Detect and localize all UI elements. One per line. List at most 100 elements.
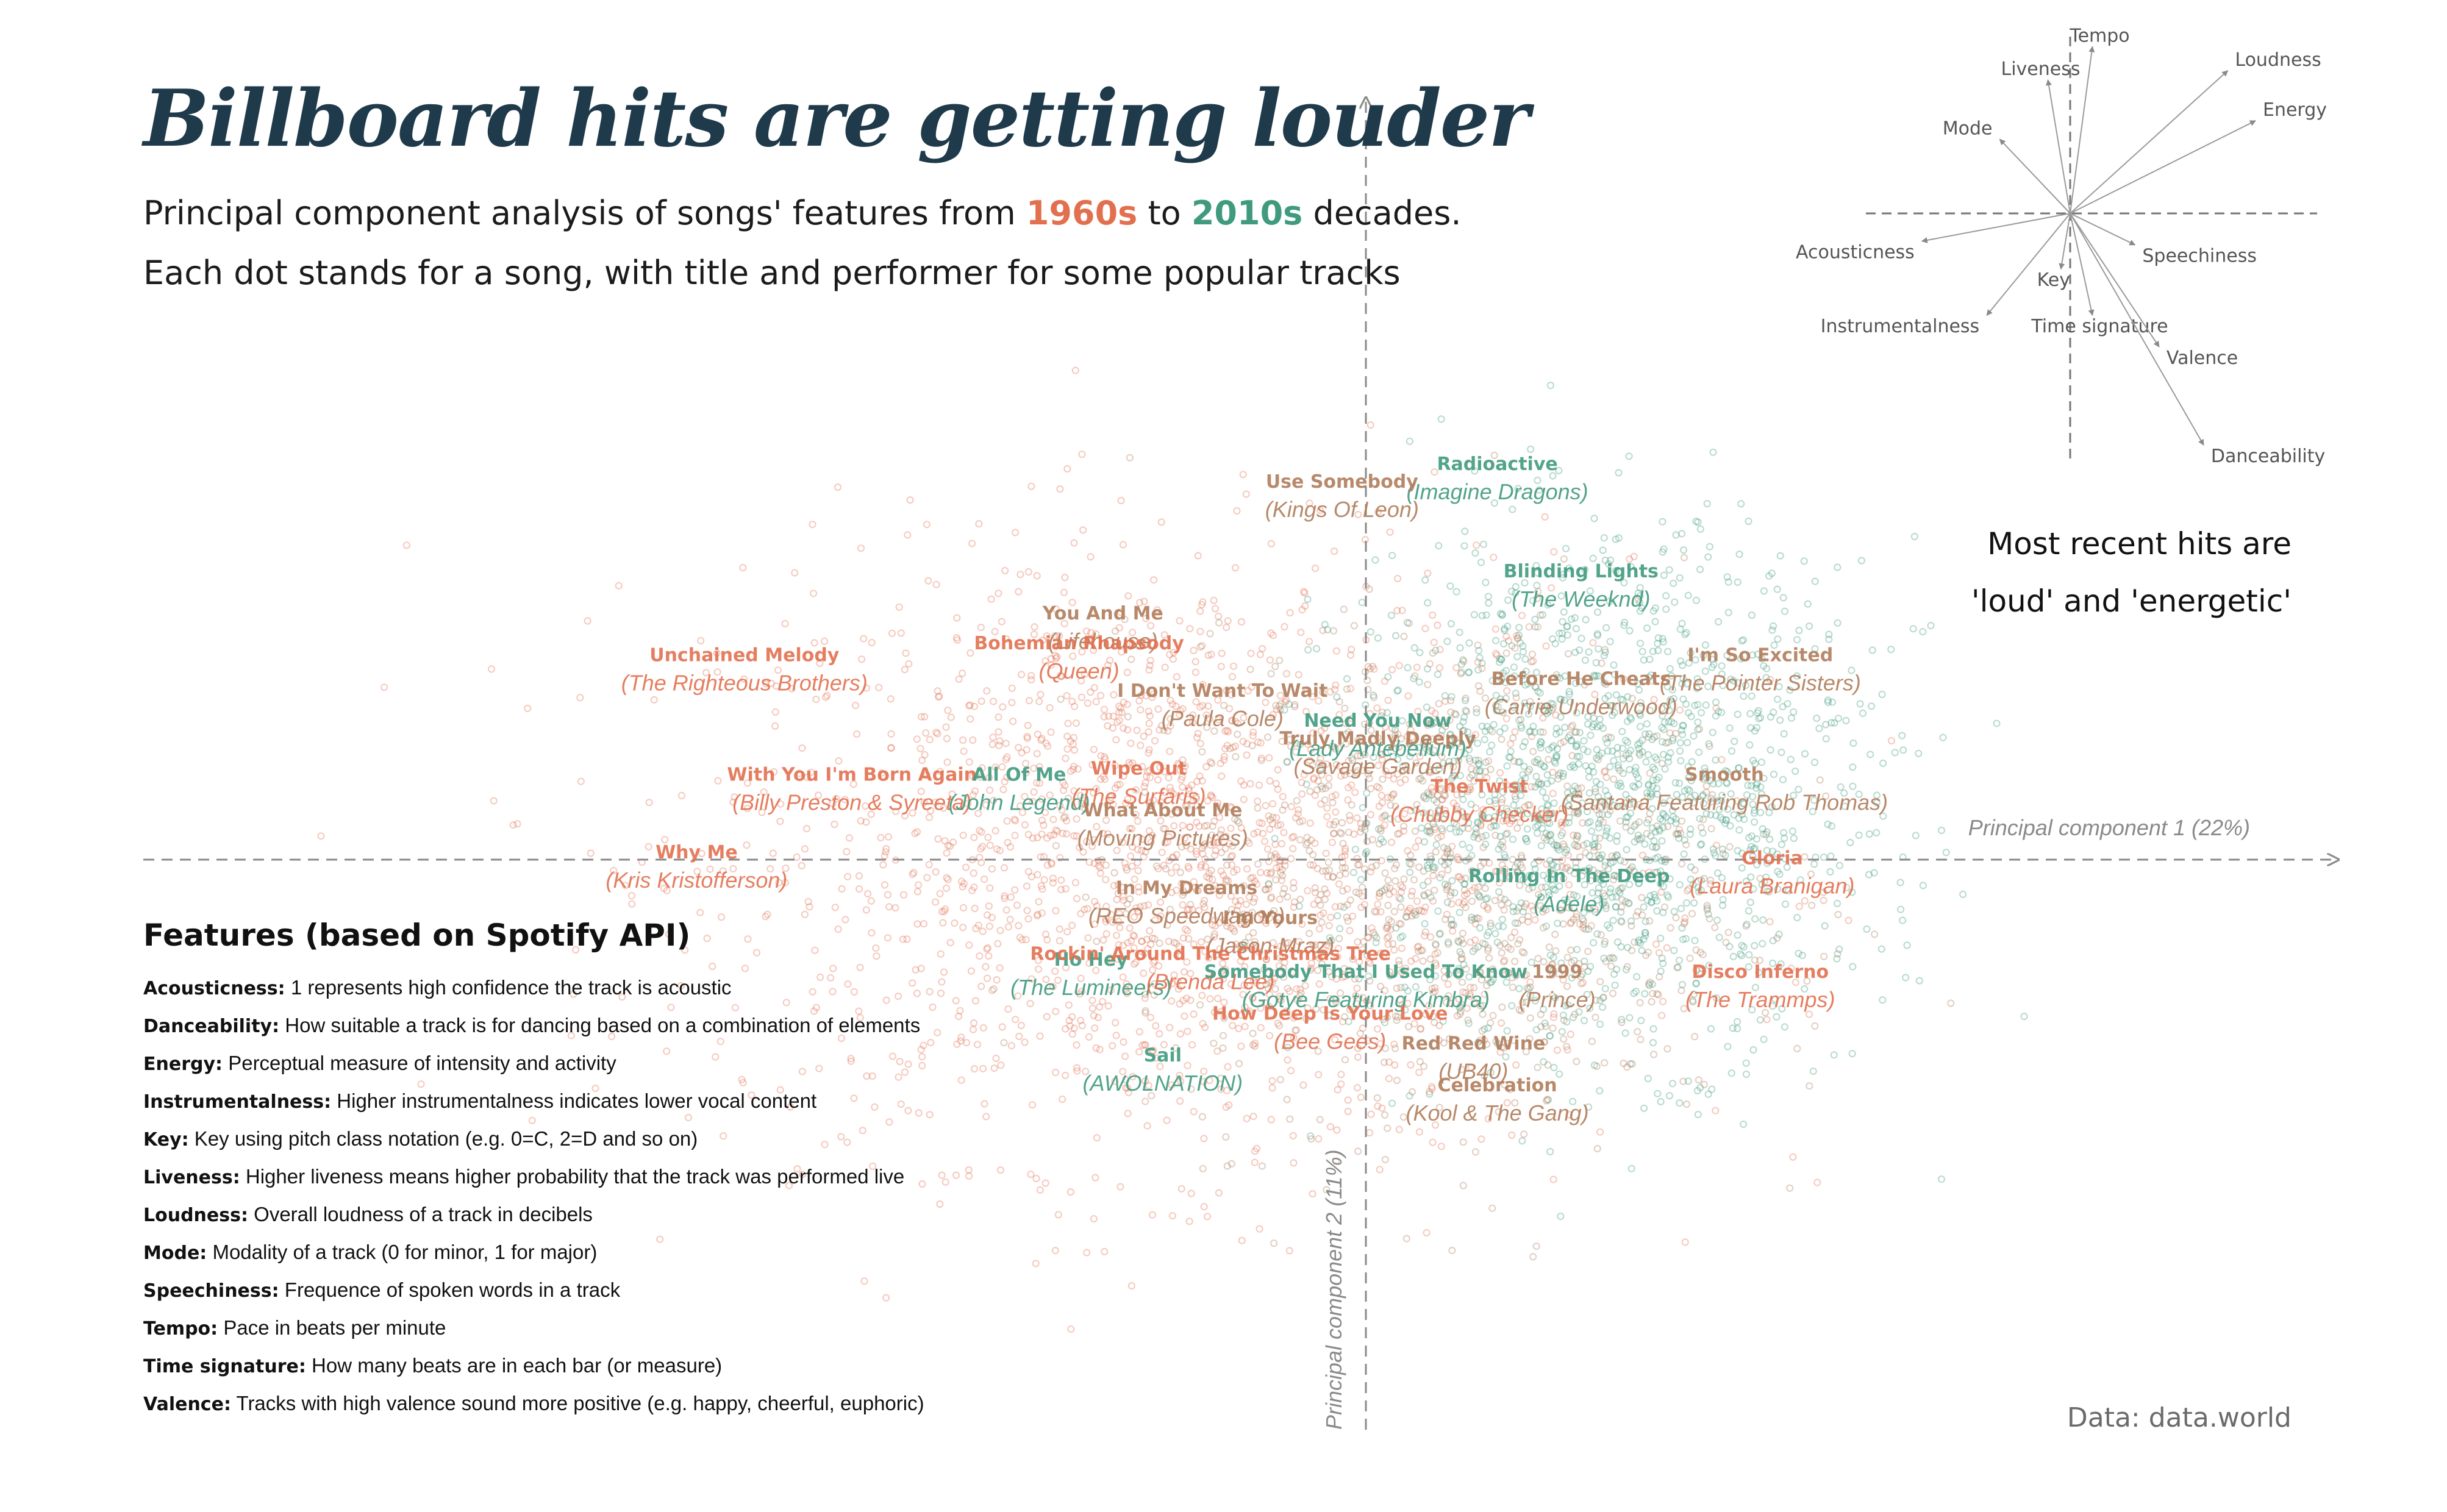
- song-dot: [971, 997, 980, 1005]
- song-dot: [1591, 834, 1599, 842]
- song-dot: [793, 853, 801, 861]
- song-dot: [1119, 541, 1127, 549]
- song-dot: [1404, 999, 1412, 1007]
- song-dot: [1822, 735, 1830, 743]
- song-dot: [1232, 753, 1240, 761]
- song-dot: [1351, 975, 1359, 983]
- song-dot: [1548, 881, 1557, 889]
- song-dot: [1126, 761, 1134, 769]
- song-dot: [1534, 623, 1542, 631]
- song-dot: [1220, 916, 1228, 925]
- song-dot: [1551, 994, 1559, 1002]
- song-dot: [1149, 796, 1157, 804]
- song-dot: [1294, 810, 1302, 818]
- song-dot: [1476, 968, 1484, 976]
- song-dot: [1197, 938, 1206, 946]
- song-dot: [1402, 1235, 1410, 1243]
- song-dot: [1445, 970, 1452, 979]
- song-dot: [1102, 915, 1110, 923]
- song-dot: [1321, 796, 1329, 804]
- song-dot: [1709, 448, 1717, 456]
- song-dot: [1180, 968, 1188, 976]
- song-dot: [1659, 816, 1666, 825]
- song-dot: [985, 922, 994, 930]
- song-dot: [1692, 980, 1700, 988]
- song-dot: [1549, 1013, 1557, 1021]
- song-dot: [1410, 644, 1418, 652]
- song-dot: [1257, 910, 1265, 918]
- song-dot: [936, 890, 944, 897]
- song-dot: [1412, 907, 1420, 915]
- song-dot: [1148, 1092, 1156, 1100]
- song-dot: [1652, 844, 1660, 852]
- song-dot: [1146, 802, 1154, 810]
- song-dot: [1511, 928, 1519, 936]
- song-dot: [1521, 803, 1529, 811]
- song-dot: [1402, 913, 1410, 921]
- song-dot: [1211, 922, 1219, 930]
- song-dot: [1490, 821, 1498, 830]
- song-dot: [1633, 972, 1641, 981]
- song-dot: [1140, 969, 1148, 977]
- song-dot: [1166, 715, 1174, 723]
- song-dot: [1073, 1067, 1081, 1075]
- song-dot: [977, 828, 985, 836]
- song-dot: [1540, 924, 1548, 932]
- song-dot: [1316, 1116, 1324, 1124]
- song-dot: [1415, 1128, 1423, 1136]
- song-dot: [1292, 748, 1300, 756]
- song-dot: [1574, 785, 1582, 793]
- song-dot: [1196, 772, 1204, 780]
- song-dot: [1534, 476, 1541, 485]
- song-dot: [693, 868, 701, 875]
- song-dot: [1118, 708, 1126, 716]
- song-dot: [1490, 554, 1498, 562]
- song-dot: [1566, 1030, 1574, 1038]
- song-dot: [1759, 916, 1767, 924]
- song-dot: [1187, 996, 1195, 1004]
- song-dot: [1664, 822, 1672, 830]
- song-dot: [1370, 929, 1377, 936]
- song-dot: [1087, 688, 1095, 696]
- song-dot: [1657, 934, 1665, 943]
- song-dot: [1290, 1014, 1298, 1022]
- song-dot: [869, 1162, 877, 1171]
- song-dot: [1645, 733, 1652, 741]
- song-dot: [1359, 883, 1366, 891]
- song-dot: [1639, 869, 1647, 877]
- song-dot: [1021, 1038, 1029, 1046]
- song-dot: [1145, 827, 1153, 835]
- song-dot: [841, 916, 849, 924]
- song-title: Truly Madly Deeply: [1279, 729, 1476, 750]
- song-dot: [1663, 1045, 1671, 1053]
- song-dot: [843, 847, 851, 856]
- song-dot: [1378, 755, 1386, 764]
- song-dot: [1426, 975, 1434, 984]
- song-dot: [1287, 742, 1295, 751]
- song-dot: [1663, 944, 1671, 952]
- song-dot: [1182, 994, 1191, 1002]
- song-dot: [944, 707, 952, 715]
- song-dot: [937, 950, 945, 958]
- song-dot: [1112, 736, 1120, 744]
- song-dot: [884, 934, 892, 942]
- song-dot: [1558, 635, 1566, 643]
- song-dot: [1412, 759, 1420, 767]
- song-dot: [973, 1041, 982, 1049]
- song-dot: [1694, 718, 1702, 726]
- song-title: Unchained Melody: [649, 644, 840, 666]
- song-dot: [924, 577, 932, 585]
- song-dot: [1834, 619, 1842, 627]
- song-dot: [1087, 629, 1095, 637]
- song-dot: [1447, 999, 1455, 1008]
- song-dot: [1063, 692, 1071, 700]
- song-dot: [1810, 860, 1818, 868]
- song-dot: [891, 807, 900, 815]
- song-dot: [991, 827, 999, 835]
- song-dot: [1648, 805, 1656, 813]
- song-dot: [1048, 661, 1056, 669]
- song-dot: [1487, 919, 1495, 927]
- song-dot: [1731, 737, 1738, 746]
- song-dot: [1601, 861, 1609, 870]
- song-dot: [1474, 883, 1482, 891]
